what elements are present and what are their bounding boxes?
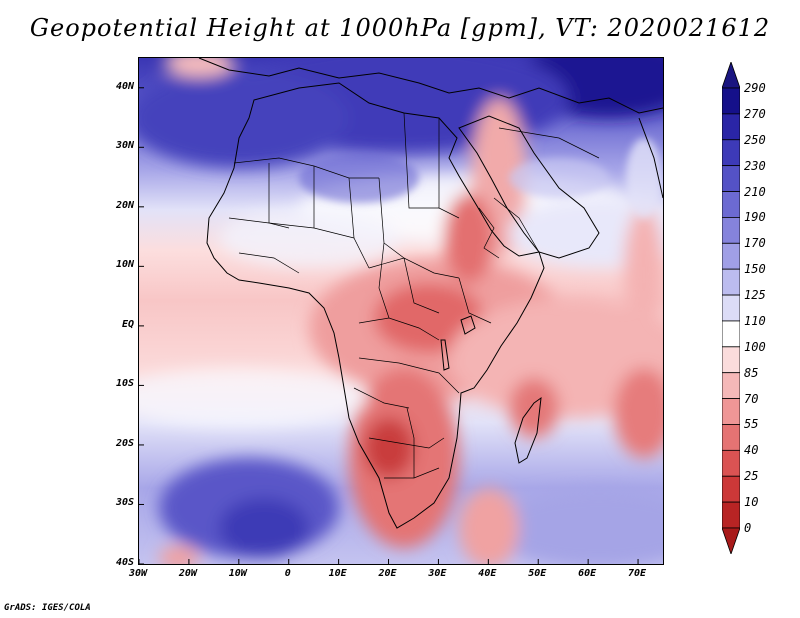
colorbar-label: 210 xyxy=(744,184,766,199)
field-detail xyxy=(299,138,662,218)
lat-label: 20S xyxy=(115,437,134,449)
lon-label: 30E xyxy=(428,568,447,579)
colorbar-swatch xyxy=(722,449,740,477)
colorbar-swatch xyxy=(722,113,740,141)
colorbar-swatch xyxy=(722,268,740,296)
axis-ticks xyxy=(139,87,639,564)
colorbar-label: 85 xyxy=(744,365,759,380)
colorbar-swatch xyxy=(722,475,740,503)
colorbar-swatch xyxy=(722,294,740,322)
colorbar-label: 190 xyxy=(744,210,766,225)
colorbar-label: 10 xyxy=(744,495,759,510)
lake-victoria xyxy=(460,315,476,335)
colorbar-label: 40 xyxy=(744,443,759,458)
colorbar-bottom-arrow xyxy=(722,527,740,554)
colorbar-label: 110 xyxy=(744,313,766,328)
colorbar-swatch xyxy=(722,191,740,218)
lat-label: 20N xyxy=(115,199,134,211)
colorbar-swatch xyxy=(722,217,740,244)
colorbar-top-arrow xyxy=(722,62,740,89)
lon-label: 70E xyxy=(628,568,647,579)
colorbar-label: 0 xyxy=(744,521,752,535)
lon-label: 40E xyxy=(478,568,497,579)
colorbar-label: 250 xyxy=(744,132,766,147)
india-coastline xyxy=(638,117,663,199)
colorbar-label: 230 xyxy=(744,158,766,173)
colorbar-swatch xyxy=(722,320,740,348)
lake-tanganyika xyxy=(440,339,450,371)
colorbar-label: 55 xyxy=(744,417,759,432)
lat-label: 10N xyxy=(115,259,134,271)
lon-label: 50E xyxy=(528,568,547,579)
lat-label: 30N xyxy=(115,140,134,152)
colorbar-swatch xyxy=(722,242,740,270)
colorbar-swatch xyxy=(722,372,740,399)
field-map xyxy=(139,58,663,564)
lon-label: 60E xyxy=(578,568,597,579)
lat-label: 40N xyxy=(115,80,134,92)
lon-label: 20E xyxy=(378,568,397,579)
lon-label: 10E xyxy=(328,568,347,579)
grads-credit: GrADS: IGES/COLA xyxy=(4,603,91,613)
lat-label: 10S xyxy=(115,378,134,390)
europe-coastline xyxy=(198,58,663,114)
lat-label: 30S xyxy=(115,497,134,509)
map-plot-area xyxy=(138,57,664,565)
colorbar-label: 170 xyxy=(744,236,766,251)
colorbar-label: 70 xyxy=(744,391,759,406)
colorbar-label: 270 xyxy=(744,106,766,121)
country-borders xyxy=(228,112,600,479)
colorbar-swatch xyxy=(722,165,740,192)
colorbar-label: 150 xyxy=(744,262,766,277)
colorbar-label: 125 xyxy=(744,288,766,303)
colorbar xyxy=(722,62,740,554)
colorbar-swatch xyxy=(722,424,740,451)
lon-label: 0 xyxy=(284,568,291,579)
colorbar-swatch xyxy=(722,501,740,529)
madagascar-coastline xyxy=(514,396,542,464)
colorbar-swatch xyxy=(722,346,740,374)
coastlines xyxy=(198,58,663,529)
arabian-peninsula-coastline xyxy=(458,115,600,259)
field-shading xyxy=(139,58,663,564)
map-title: Geopotential Height at 1000hPa [gpm], VT… xyxy=(29,14,771,42)
colorbar-label: 290 xyxy=(744,81,766,95)
colorbar-label: 25 xyxy=(744,469,759,484)
lon-label: 30W xyxy=(128,568,148,579)
lon-label: 20W xyxy=(178,568,197,579)
lon-label: 10W xyxy=(228,568,247,579)
africa-coastline xyxy=(206,82,545,529)
colorbar-swatch xyxy=(722,139,740,167)
lat-label: 40S xyxy=(115,557,134,568)
colorbar-swatch xyxy=(722,87,740,115)
colorbar-label: 100 xyxy=(744,339,766,354)
lat-label: EQ xyxy=(121,318,134,330)
colorbar-swatch xyxy=(722,398,740,425)
